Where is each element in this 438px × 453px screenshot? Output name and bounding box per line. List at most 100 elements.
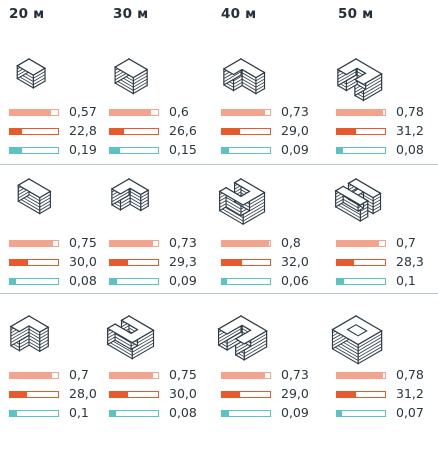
metric-value: 0,6 xyxy=(169,104,189,119)
column-header-40m: 40 м xyxy=(221,6,257,22)
metric-bar-fill xyxy=(10,260,29,265)
metric-row: 0,08 xyxy=(109,405,214,420)
metric-row: 29,0 xyxy=(221,123,326,138)
metric-value: 26,6 xyxy=(169,123,197,138)
metric-value: 0,7 xyxy=(396,235,416,250)
column-header-30m: 30 м xyxy=(113,6,149,22)
metric-value: 0,7 xyxy=(69,367,89,382)
metric-value: 0,78 xyxy=(396,104,424,119)
metric-row: 31,2 xyxy=(336,123,438,138)
metric-bar xyxy=(221,240,271,247)
metric-bar-fill xyxy=(110,241,154,246)
metric-value: 0,75 xyxy=(169,367,197,382)
metric-row: 0,07 xyxy=(336,405,438,420)
metric-value: 0,09 xyxy=(169,273,197,288)
metric-bar xyxy=(336,410,386,417)
metric-bar xyxy=(109,391,159,398)
metric-bar xyxy=(336,372,386,379)
metric-bar-fill xyxy=(337,392,357,397)
metric-row: 32,0 xyxy=(221,254,326,269)
metric-row: 30,0 xyxy=(9,254,114,269)
metric-bar-fill xyxy=(222,260,243,265)
metric-value: 0,75 xyxy=(69,235,97,250)
metric-value: 30,0 xyxy=(69,254,97,269)
metric-value: 0,06 xyxy=(281,273,309,288)
metric-row: 29,3 xyxy=(109,254,214,269)
metric-bar-fill xyxy=(10,110,51,115)
metric-bar-fill xyxy=(337,411,343,416)
metric-bar xyxy=(9,259,59,266)
metric-value: 0,73 xyxy=(281,104,309,119)
metric-row: 0,73 xyxy=(109,235,214,250)
metric-bar-fill xyxy=(337,148,343,153)
metric-value: 32,0 xyxy=(281,254,309,269)
metric-value: 0,19 xyxy=(69,142,97,157)
metric-bar xyxy=(9,128,59,135)
metric-row: 22,8 xyxy=(9,123,114,138)
metric-bar xyxy=(9,147,59,154)
metric-value: 0,73 xyxy=(281,367,309,382)
metric-row: 0,78 xyxy=(336,104,438,119)
metric-value: 31,2 xyxy=(396,123,424,138)
metric-value: 0,07 xyxy=(396,405,424,420)
metric-bar xyxy=(9,278,59,285)
metric-value: 0,8 xyxy=(281,235,301,250)
metric-row: 28,3 xyxy=(336,254,438,269)
metric-bar-fill xyxy=(10,129,22,134)
metric-bar xyxy=(109,240,159,247)
metric-value: 31,2 xyxy=(396,386,424,401)
metric-row: 0,06 xyxy=(221,273,326,288)
metric-value: 0,1 xyxy=(396,273,416,288)
metric-bar xyxy=(221,128,271,135)
metric-bar xyxy=(336,259,386,266)
building-ring-icon xyxy=(331,304,392,368)
metric-bar-fill xyxy=(110,279,117,284)
metric-bar-fill xyxy=(222,148,229,153)
metric-bar-fill xyxy=(10,392,28,397)
metric-row: 0,1 xyxy=(336,273,438,288)
metric-bar xyxy=(109,278,159,285)
metric-bar-fill xyxy=(222,373,266,378)
row-divider xyxy=(0,293,438,294)
metric-row: 30,0 xyxy=(109,386,214,401)
metric-bar-fill xyxy=(337,241,380,246)
metric-row: 0,73 xyxy=(221,104,326,119)
metric-bar-fill xyxy=(337,373,383,378)
metric-value: 0,09 xyxy=(281,142,309,157)
metric-bar-fill xyxy=(337,279,345,284)
metric-row: 0,78 xyxy=(336,367,438,382)
metric-bar xyxy=(109,147,159,154)
metric-bar-fill xyxy=(110,392,129,397)
metric-bar xyxy=(336,278,386,285)
metric-bar-fill xyxy=(222,129,241,134)
metric-bar-fill xyxy=(222,241,269,246)
metric-bar xyxy=(9,410,59,417)
metric-row: 0,09 xyxy=(109,273,214,288)
metric-value: 0,08 xyxy=(69,273,97,288)
metric-bar xyxy=(109,128,159,135)
metric-value: 22,8 xyxy=(69,123,97,138)
metric-row: 28,0 xyxy=(9,386,114,401)
metric-bar xyxy=(9,391,59,398)
metric-bar-fill xyxy=(10,148,22,153)
metric-bar xyxy=(336,128,386,135)
metric-bar xyxy=(221,259,271,266)
metric-value: 28,0 xyxy=(69,386,97,401)
metric-bar xyxy=(221,391,271,398)
metric-bar xyxy=(109,259,159,266)
metric-bar-fill xyxy=(222,392,241,397)
building-s-shape-icon xyxy=(332,167,392,231)
metric-value: 29,0 xyxy=(281,386,309,401)
metric-value: 30,0 xyxy=(169,386,197,401)
metric-bar-fill xyxy=(222,411,229,416)
metric-bar xyxy=(336,109,386,116)
metric-value: 0,1 xyxy=(69,405,89,420)
building-block-small-icon xyxy=(5,47,65,111)
metric-bar-fill xyxy=(110,129,125,134)
metric-value: 29,0 xyxy=(281,123,309,138)
metric-row: 0,75 xyxy=(109,367,214,382)
building-u-shape-tall-icon xyxy=(332,47,392,111)
metric-value: 0,09 xyxy=(281,405,309,420)
metric-bar-fill xyxy=(337,110,383,115)
metric-bar-fill xyxy=(222,279,227,284)
